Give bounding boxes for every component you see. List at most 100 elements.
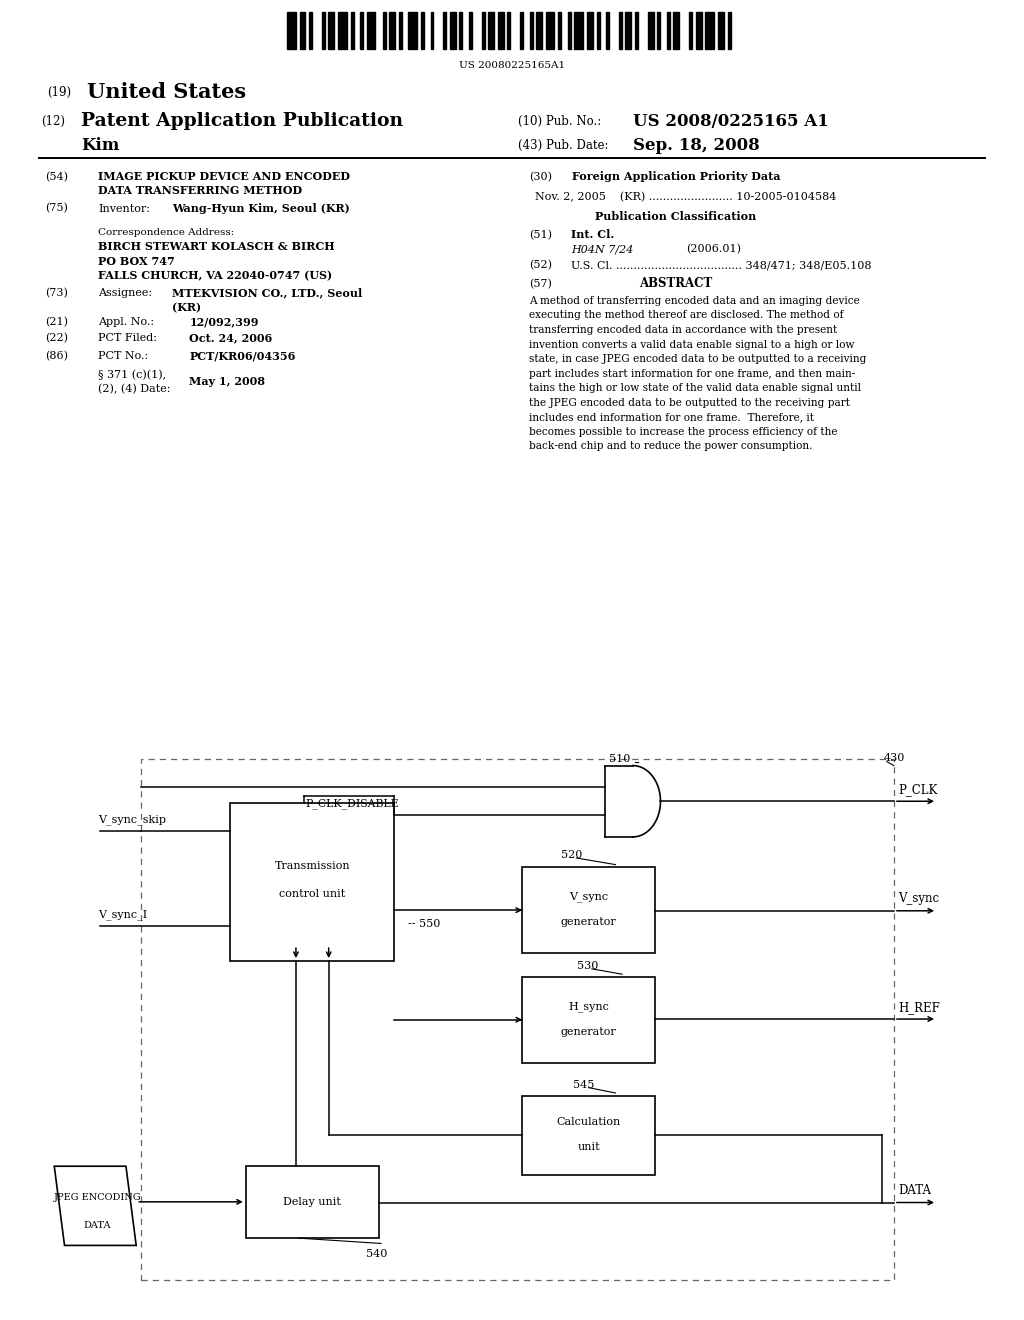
Bar [430, 12, 433, 49]
Bar [287, 12, 296, 49]
Text: 530: 530 [577, 961, 598, 972]
Text: 520: 520 [561, 850, 583, 861]
Bar [522, 977, 655, 1063]
Text: includes end information for one frame.  Therefore, it: includes end information for one frame. … [529, 412, 814, 422]
Text: unit: unit [578, 1142, 600, 1152]
Bar [597, 12, 600, 49]
Text: (54): (54) [45, 172, 68, 182]
Text: (73): (73) [45, 288, 68, 298]
Text: US 2008/0225165 A1: US 2008/0225165 A1 [633, 114, 828, 129]
Text: 12/092,399: 12/092,399 [189, 317, 259, 327]
Bar [718, 12, 724, 49]
Bar [450, 12, 456, 49]
Text: May 1, 2008: May 1, 2008 [189, 376, 265, 387]
Bar [460, 12, 462, 49]
Text: (2), (4) Date:: (2), (4) Date: [98, 384, 171, 395]
Text: -- 550: -- 550 [408, 919, 440, 929]
Text: transferring encoded data in accordance with the present: transferring encoded data in accordance … [529, 325, 838, 335]
Bar [299, 12, 305, 49]
Bar [141, 759, 894, 1280]
Text: (12): (12) [41, 115, 65, 128]
Text: MTEKVISION CO., LTD., Seoul: MTEKVISION CO., LTD., Seoul [172, 288, 362, 298]
Text: (10) Pub. No.:: (10) Pub. No.: [518, 115, 601, 128]
Text: Correspondence Address:: Correspondence Address: [98, 228, 234, 236]
Text: Patent Application Publication: Patent Application Publication [81, 112, 403, 131]
Text: US 20080225165A1: US 20080225165A1 [459, 61, 565, 70]
Text: becomes possible to increase the process efficiency of the: becomes possible to increase the process… [529, 426, 838, 437]
Text: PCT/KR06/04356: PCT/KR06/04356 [189, 351, 296, 362]
Text: generator: generator [561, 1027, 616, 1036]
Text: (75): (75) [45, 203, 68, 214]
Bar [469, 12, 472, 49]
Bar [522, 867, 655, 953]
Text: V_sync_skip: V_sync_skip [98, 814, 166, 825]
Bar [606, 12, 609, 49]
Text: generator: generator [561, 917, 616, 927]
Text: (52): (52) [529, 260, 552, 271]
Bar [421, 12, 424, 49]
Text: Sep. 18, 2008: Sep. 18, 2008 [633, 137, 760, 153]
Text: (21): (21) [45, 317, 68, 327]
Polygon shape [54, 1167, 136, 1246]
Text: Delay unit: Delay unit [284, 1197, 341, 1206]
Text: Publication Classification: Publication Classification [595, 211, 757, 222]
Text: FALLS CHURCH, VA 22040-0747 (US): FALLS CHURCH, VA 22040-0747 (US) [98, 271, 333, 281]
Bar [520, 12, 523, 49]
Text: back-end chip and to reduce the power consumption.: back-end chip and to reduce the power co… [529, 441, 813, 451]
Bar [309, 12, 312, 49]
Text: tains the high or low state of the valid data enable signal until: tains the high or low state of the valid… [529, 383, 861, 393]
Text: ABSTRACT: ABSTRACT [639, 277, 713, 290]
Text: DATA: DATA [898, 1184, 931, 1197]
Text: 430: 430 [884, 752, 905, 763]
Bar [230, 803, 394, 961]
Text: Wang-Hyun Kim, Seoul (KR): Wang-Hyun Kim, Seoul (KR) [172, 203, 350, 214]
Bar [350, 12, 353, 49]
Text: Inventor:: Inventor: [98, 203, 151, 214]
Text: A method of transferring encoded data and an imaging device: A method of transferring encoded data an… [529, 296, 860, 306]
Bar [398, 12, 401, 49]
Text: PO BOX 747: PO BOX 747 [98, 256, 175, 267]
Bar [481, 12, 484, 49]
Bar [674, 12, 679, 49]
Bar [568, 12, 570, 49]
Text: Kim: Kim [81, 137, 119, 153]
Bar [648, 12, 653, 49]
Bar [246, 1166, 379, 1238]
Bar [706, 12, 714, 49]
Bar [587, 12, 593, 49]
Text: U.S. Cl. .................................... 348/471; 348/E05.108: U.S. Cl. ...............................… [571, 260, 871, 271]
Text: JPEG ENCODING: JPEG ENCODING [53, 1193, 141, 1203]
Text: (22): (22) [45, 333, 68, 343]
Text: (86): (86) [45, 351, 68, 362]
Bar [620, 12, 622, 49]
Text: Foreign Application Priority Data: Foreign Application Priority Data [571, 172, 780, 182]
Text: Nov. 2, 2005    (KR) ........................ 10-2005-0104584: Nov. 2, 2005 (KR) ......................… [535, 191, 836, 202]
Text: executing the method thereof are disclosed. The method of: executing the method thereof are disclos… [529, 310, 844, 321]
Bar [329, 12, 334, 49]
Bar [498, 12, 504, 49]
Text: 545: 545 [573, 1080, 595, 1090]
Bar [728, 12, 731, 49]
Text: (KR): (KR) [172, 302, 201, 313]
Bar [443, 12, 446, 49]
Text: (30): (30) [529, 172, 552, 182]
Bar [635, 12, 638, 49]
Bar [558, 12, 561, 49]
Text: V_sync: V_sync [898, 892, 939, 906]
Text: United States: United States [87, 82, 246, 103]
Text: the JPEG encoded data to be outputted to the receiving part: the JPEG encoded data to be outputted to… [529, 397, 850, 408]
Bar [657, 12, 660, 49]
Text: Assignee:: Assignee: [98, 288, 153, 298]
Bar [389, 12, 395, 49]
Text: § 371 (c)(1),: § 371 (c)(1), [98, 370, 167, 380]
Bar [546, 12, 554, 49]
Text: P_CLK_DISABLE: P_CLK_DISABLE [305, 799, 398, 809]
Bar [522, 1096, 655, 1175]
Text: 510: 510 [609, 754, 631, 764]
Bar [689, 12, 692, 49]
Text: DATA: DATA [84, 1221, 111, 1230]
Text: state, in case JPEG encoded data to be outputted to a receiving: state, in case JPEG encoded data to be o… [529, 354, 866, 364]
Text: H04N 7/24: H04N 7/24 [571, 244, 634, 255]
Bar [574, 12, 583, 49]
Bar [536, 12, 542, 49]
